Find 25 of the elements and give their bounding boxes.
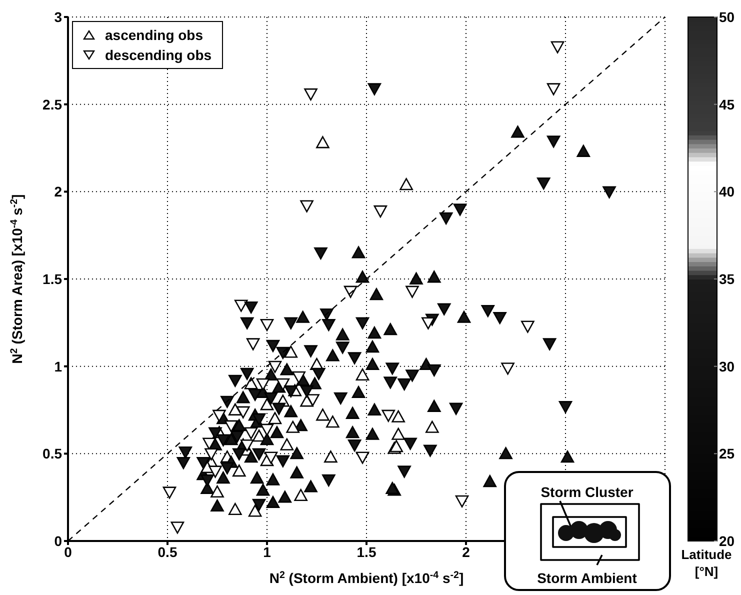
color-bar-title: Latitude [°N] [681, 547, 732, 579]
y-tick-label: 2 [54, 184, 62, 200]
y-tick-label: 1.5 [42, 270, 62, 287]
legend-label: ascending obs [105, 26, 204, 45]
color-bar-label: 25 [719, 446, 735, 462]
color-bar-label: 40 [719, 184, 735, 200]
x-tick-label: 2 [462, 544, 470, 560]
text: Storm Ambient [537, 570, 638, 586]
color-bar-label: 30 [719, 358, 735, 374]
y-tick-label: 0 [54, 532, 62, 549]
y-tick-label: 0.5 [42, 446, 62, 462]
x-tick-label: 1 [263, 544, 272, 560]
legend-label: descending obs [105, 46, 212, 65]
x-tick-label: 0 [64, 544, 72, 560]
x-tick-label: 0.5 [158, 544, 178, 560]
x-tick-label: 1.5 [356, 544, 376, 560]
color-bar-label: 20 [719, 533, 735, 549]
y-tick-label: 2.5 [42, 96, 62, 112]
color-bar-label: 45 [719, 96, 735, 112]
color-bar-label: 35 [719, 271, 735, 287]
y-tick-label: 3 [54, 8, 62, 25]
y-tick-label: 1 [54, 358, 62, 374]
annotation: Storm Cluster [540, 484, 634, 500]
x-axis-title: N$^{2}$ (Storm Ambient) [x10$^{-4}$ s$^{-2}$] [269, 570, 464, 586]
color-bar-label: 50 [719, 9, 735, 25]
